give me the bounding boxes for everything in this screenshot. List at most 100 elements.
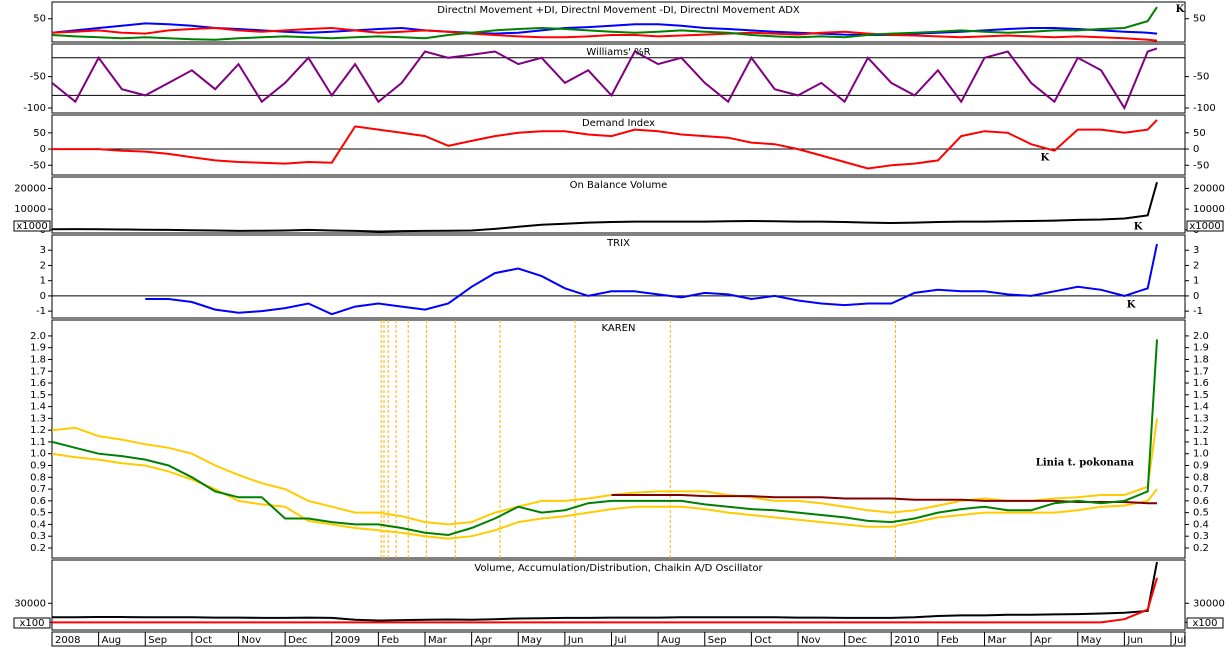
y-tick-label: 50 bbox=[33, 128, 46, 139]
panel-frame bbox=[51, 234, 1186, 319]
panel-title: Williams' %R bbox=[586, 47, 650, 58]
panel-title: Demand Index bbox=[582, 118, 655, 129]
y-tick-label-right: 1 bbox=[1193, 276, 1199, 287]
y-tick-label: 0 bbox=[40, 144, 46, 155]
panel-title: KAREN bbox=[602, 323, 636, 334]
y-tick-label-right: 0.8 bbox=[1193, 472, 1209, 483]
series-line bbox=[52, 119, 1158, 170]
series-line bbox=[52, 26, 1158, 42]
y-tick-label-right: 1.9 bbox=[1193, 343, 1209, 354]
y-tick-label: 1.1 bbox=[30, 437, 46, 448]
x-tick-label: Dec bbox=[288, 635, 307, 646]
x-tick-label: Oct bbox=[195, 635, 212, 646]
series-line bbox=[52, 452, 1158, 540]
scale-note-right: x100 bbox=[1192, 618, 1217, 629]
y-tick-label-right: 30000 bbox=[1193, 598, 1225, 609]
y-tick-label: 0.7 bbox=[30, 484, 46, 495]
scale-box-right bbox=[1186, 617, 1224, 629]
series-line bbox=[611, 494, 1157, 505]
y-tick-label-right: 10000 bbox=[1193, 204, 1225, 215]
y-tick-label-right: 0.2 bbox=[1193, 543, 1209, 554]
y-tick-label-right: 50 bbox=[1193, 14, 1206, 25]
panel-title: On Balance Volume bbox=[570, 180, 668, 191]
series-line bbox=[52, 577, 1158, 624]
y-tick-label-right: 0.3 bbox=[1193, 531, 1209, 542]
x-tick-label: Nov bbox=[242, 635, 262, 646]
series-line bbox=[52, 181, 1158, 233]
y-tick-label: 2 bbox=[40, 260, 46, 271]
x-tick-label: Oct bbox=[754, 635, 771, 646]
y-tick-label: 1.6 bbox=[30, 378, 46, 389]
y-tick-label-right: 0.6 bbox=[1193, 496, 1209, 507]
annotation: K bbox=[1127, 300, 1136, 311]
x-tick-label: Jun bbox=[567, 635, 584, 646]
y-tick-label: 0 bbox=[40, 291, 46, 302]
y-tick-label-right: 1.7 bbox=[1193, 366, 1209, 377]
x-tick-label: Nov bbox=[801, 635, 821, 646]
scale-box bbox=[13, 617, 51, 629]
y-tick-label: -1 bbox=[36, 306, 46, 317]
plot bbox=[52, 6, 1158, 42]
y-tick-label-right: 1.3 bbox=[1193, 413, 1209, 424]
y-tick-label-right: 0.7 bbox=[1193, 484, 1209, 495]
x-tick-label: 2009 bbox=[335, 635, 360, 646]
series-line bbox=[52, 22, 1158, 36]
y-tick-label-right: 0 bbox=[1193, 291, 1199, 302]
y-tick-label-right: 0 bbox=[1193, 144, 1199, 155]
y-tick-label: 1.3 bbox=[30, 413, 46, 424]
y-tick-label: 0.2 bbox=[30, 543, 46, 554]
y-tick-label-right: -100 bbox=[1193, 103, 1216, 114]
series-line bbox=[52, 6, 1158, 41]
y-tick-label: 0.4 bbox=[30, 519, 46, 530]
y-tick-label: 1 bbox=[40, 276, 46, 287]
y-tick-label-right: 1.8 bbox=[1193, 354, 1209, 365]
series-line bbox=[52, 339, 1158, 537]
scale-note: x100 bbox=[19, 618, 44, 629]
y-tick-label: 0.3 bbox=[30, 531, 46, 542]
x-tick-label: 2008 bbox=[55, 635, 80, 646]
x-tick-label: Mar bbox=[988, 635, 1008, 646]
x-tick-label: May bbox=[521, 635, 542, 646]
x-tick-label: May bbox=[1081, 635, 1102, 646]
scale-box-right bbox=[1186, 220, 1224, 232]
x-tick-label: Dec bbox=[848, 635, 867, 646]
y-tick-label: 1.5 bbox=[30, 390, 46, 401]
x-tick-label: Feb bbox=[941, 635, 959, 646]
y-tick-label-right: 1.0 bbox=[1193, 449, 1209, 460]
annotation: Linia t. pokonana bbox=[1036, 458, 1135, 469]
x-tick-label: Feb bbox=[381, 635, 399, 646]
x-tick-label: Aug bbox=[102, 635, 122, 646]
panel-title: Volume, Accumulation/Distribution, Chaik… bbox=[474, 563, 763, 574]
x-tick-label: Aug bbox=[661, 635, 681, 646]
x-tick-label: Jul bbox=[614, 635, 627, 646]
y-tick-label-right: 1.6 bbox=[1193, 378, 1209, 389]
y-tick-label: 0.8 bbox=[30, 472, 46, 483]
plot bbox=[52, 561, 1158, 624]
series-line bbox=[52, 47, 1158, 111]
y-tick-label-right: 1.2 bbox=[1193, 425, 1209, 436]
y-tick-label-right: 20000 bbox=[1193, 183, 1225, 194]
y-tick-label: 10000 bbox=[14, 204, 46, 215]
scale-note-right: x1000 bbox=[1189, 221, 1220, 232]
y-tick-label: 1.8 bbox=[30, 354, 46, 365]
x-tick-label: Sep bbox=[708, 635, 727, 646]
x-tick-label: 2010 bbox=[894, 635, 919, 646]
annotation: K bbox=[1040, 153, 1049, 164]
panel-frame bbox=[51, 176, 1186, 234]
panel-title: Directnl Movement +DI, Directnl Movement… bbox=[437, 5, 800, 16]
series-line bbox=[145, 243, 1158, 316]
scale-box bbox=[13, 220, 51, 232]
x-tick-label: Jun bbox=[1126, 635, 1143, 646]
panel-frame bbox=[51, 319, 1186, 559]
x-tick-label: Sep bbox=[148, 635, 167, 646]
y-tick-label-right: 3 bbox=[1193, 245, 1199, 256]
x-tick-label: Mar bbox=[428, 635, 448, 646]
y-tick-label: 0.6 bbox=[30, 496, 46, 507]
y-tick-label: -50 bbox=[30, 160, 46, 171]
y-tick-label: 1.0 bbox=[30, 449, 46, 460]
annotation: K bbox=[1134, 221, 1143, 232]
y-tick-label: 20000 bbox=[14, 183, 46, 194]
y-tick-label-right: 1.4 bbox=[1193, 402, 1209, 413]
y-tick-label: 1.4 bbox=[30, 402, 46, 413]
